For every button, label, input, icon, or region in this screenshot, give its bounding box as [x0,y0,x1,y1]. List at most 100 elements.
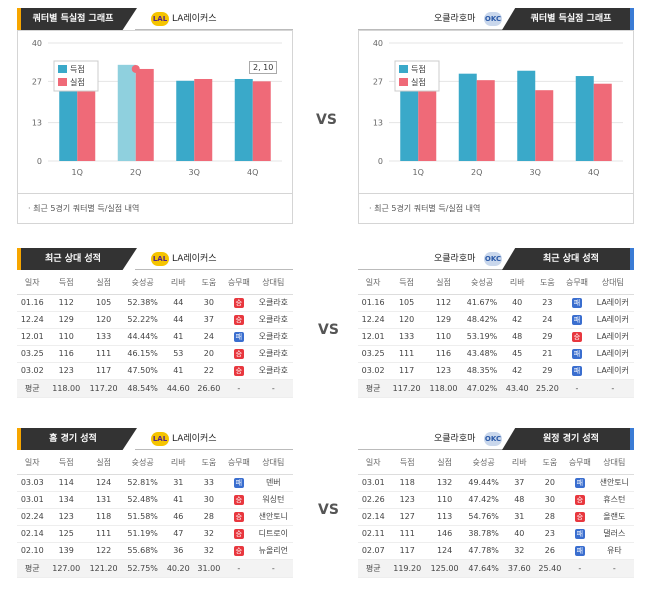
table-row: 02.07 117 124 47.78% 32 26 패 유타 [358,542,634,560]
column-header: 승무패 [224,272,254,295]
table-cell: 승 [565,491,595,509]
bar-allowed [535,90,554,161]
table-header-row: 일자 득점 실점 슛성공 리바 도움 승무패 상대팀 [17,272,293,295]
table-cell: 47 [163,525,194,543]
column-header: 실점 [84,452,123,475]
opponent-name[interactable]: 덴버 [265,478,281,487]
column-header: 득점 [47,452,85,475]
opponent-name[interactable]: LA레이커 [596,298,629,307]
table-cell: 47.50% [122,362,163,380]
table-cell: 139 [47,542,85,560]
table-row: 02.26 123 110 47.42% 48 30 승 휴스턴 [358,491,634,509]
table-cell: 12.24 [358,311,389,329]
table-cell: 유타 [594,542,634,560]
table-cell: 134 [47,491,85,509]
table-cell: 21 [532,345,563,363]
opponent-name[interactable]: LA레이커 [596,366,629,375]
table-cell: 47.64% [463,559,504,578]
table-cell: 52.81% [122,474,163,492]
opponent-name[interactable]: LA레이커 [596,349,629,358]
win-badge: 승 [574,494,585,505]
stats-table: 일자 득점 실점 슛성공 리바 도움 승무패 상대팀 01.16 112 105 52.38% 44 30… [17,272,293,398]
opponent-name[interactable]: 유타 [606,546,622,555]
table-cell: 44 [163,311,194,329]
table-cell: 51.58% [122,508,163,526]
hover-point [131,64,140,73]
table-cell: 46 [163,508,194,526]
table-cell: 43.40 [502,379,533,398]
win-badge: 승 [233,528,244,539]
team-name: LA레이커스 [172,434,217,444]
column-header: 상대팀 [253,272,293,295]
bar-scored [176,80,195,161]
bar-scored [575,76,594,161]
table-cell: 12.01 [17,328,48,346]
opponent-name[interactable]: 디트로이 [258,529,289,538]
table-cell: 36 [163,542,194,560]
table-cell: 41.67% [461,294,503,312]
opponent-name[interactable]: 휴스턴 [603,495,626,504]
opponent-name[interactable]: 뉴올리언 [258,546,289,555]
opponent-name[interactable]: 오클라호 [258,315,289,324]
table-cell: 30 [534,491,566,509]
table-cell: 48.35% [461,362,503,380]
opponent-name[interactable]: 샌안토니 [258,512,289,521]
table-cell: - [253,559,293,578]
tab-3[interactable]: 원정 경기 성적 [502,428,634,450]
table-cell: 121.20 [84,559,123,578]
opponent-name[interactable]: 오클라호 [258,332,289,341]
tab-quarter-graph[interactable]: 쿼터별 득실점 그래프 [17,8,137,30]
table-cell: 133 [84,328,123,346]
table-cell: 110 [425,328,462,346]
column-header: 상대팀 [253,452,293,475]
table-cell: 25.20 [532,379,563,398]
y-tick-label: 0 [37,157,42,166]
tab-quarter-graph[interactable]: 쿼터별 득실점 그래프 [502,8,634,30]
table-cell: 32 [193,525,225,543]
team-name: 오클라호마 [434,434,476,444]
opponent-name[interactable]: 워싱턴 [262,495,285,504]
table-cell: 105 [84,294,123,312]
table-cell: 52.48% [122,491,163,509]
opponent-name[interactable]: 샌안토니 [599,478,630,487]
loss-badge: 패 [572,348,582,359]
column-header: 승무패 [562,272,592,295]
bar-allowed [593,83,612,161]
opponent-name[interactable]: 댈러스 [603,529,626,538]
table-cell: 23 [532,294,563,312]
table-cell: 올랜도 [594,508,634,526]
table-cell: 평균 [358,379,389,398]
opponent-name[interactable]: 오클라호 [258,298,289,307]
opponent-name[interactable]: 오클라호 [258,349,289,358]
table-row: 03.01 134 131 52.48% 41 30 승 워싱턴 [17,491,293,509]
tab-2[interactable]: 홈 경기 성적 [17,428,137,450]
quarter-chart: 0 13 27 40 1Q 2Q 3Q 4Q 득점 실점 [358,30,634,194]
opponent-name[interactable]: 올랜도 [603,512,626,521]
table-cell: 패 [565,525,595,543]
table-cell: 26.60 [193,379,225,398]
opponent-name[interactable]: 오클라호 [258,366,289,375]
table-cell: 44.44% [122,328,163,346]
table-cell: 52.75% [122,559,163,578]
table-cell: 패 [565,474,595,492]
tab-1[interactable]: 최근 상대 성적 [502,248,634,270]
x-tick-label: 3Q [189,168,200,177]
x-tick-label: 2Q [130,168,141,177]
average-row: 평균 117.20 118.00 47.02% 43.40 25.20- - [358,379,634,398]
opponent-name[interactable]: LA레이커 [596,315,629,324]
column-header: 승무패 [224,452,254,475]
x-tick-label: 1Q [413,168,424,177]
table-cell: 02.26 [358,491,389,509]
lakers-table-panel: 최근 상대 성적 LAL LA레이커스 일자 득점 실점 슛성공 리바 도움 승무패 상대팀 01.1… [17,248,293,410]
table-cell: 패 [562,311,592,329]
legend-swatch [58,65,67,73]
team-name: 오클라호마 [434,14,476,24]
table-cell: 116 [425,345,462,363]
tab-0[interactable]: 최근 상대 성적 [17,248,137,270]
opponent-name[interactable]: LA레이커 [596,332,629,341]
table-cell: 42 [502,362,533,380]
okc-logo-icon: OKC [484,432,502,446]
table-cell: 117 [388,362,426,380]
team-name: LA레이커스 [172,14,217,24]
